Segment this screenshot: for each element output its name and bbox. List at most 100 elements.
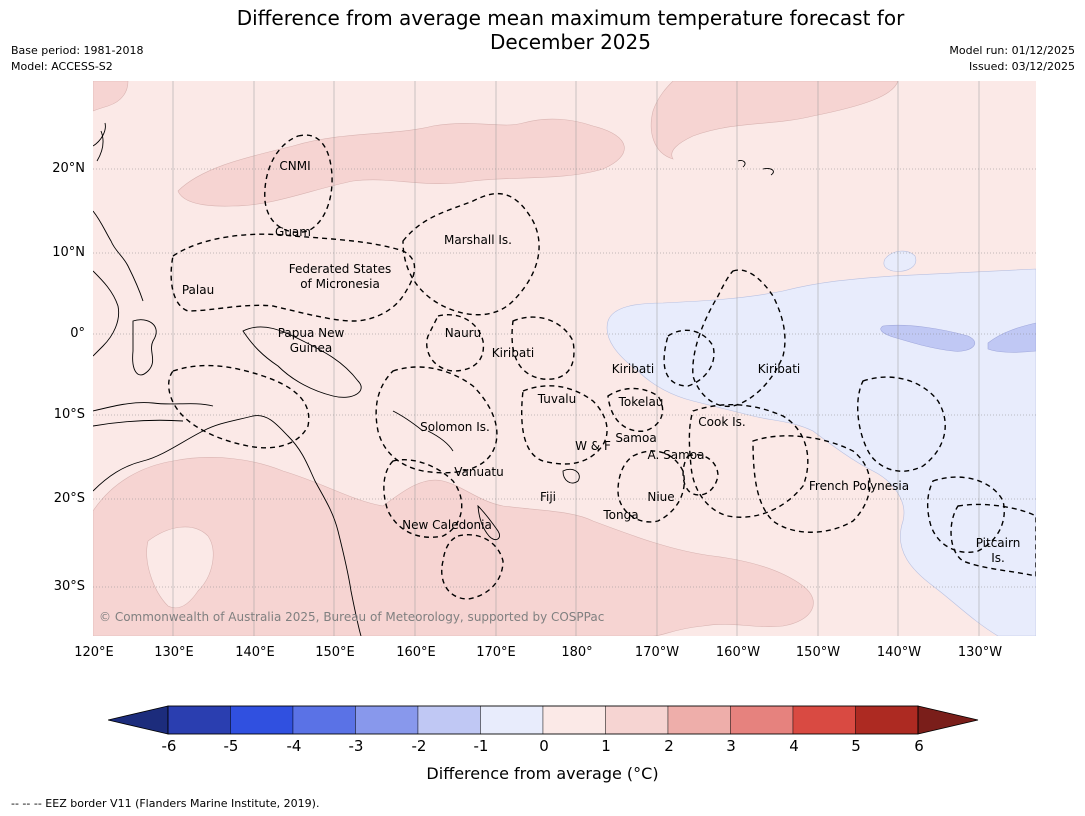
chart-title: Difference from average mean maximum tem… xyxy=(0,6,1085,54)
colorbar-tick: -5 xyxy=(223,737,239,755)
label-tonga: Tonga xyxy=(602,508,638,522)
lon-label-170w: 170°W xyxy=(634,645,680,660)
colorbar-tick: 4 xyxy=(789,737,799,755)
label-guam: Guam xyxy=(275,225,311,239)
label-kiribati-west: Kiribati xyxy=(492,346,534,360)
eez-footnote: -- -- -- EEZ border V11 (Flanders Marine… xyxy=(11,797,320,810)
longitude-gridlines xyxy=(172,81,980,636)
lon-label-160w: 160°W xyxy=(715,645,761,660)
label-palau: Palau xyxy=(182,283,214,297)
colorbar-tick: -4 xyxy=(286,737,302,755)
lat-label-10s: 10°S xyxy=(53,407,85,422)
label-pitcairn-1: Pitcairn xyxy=(976,536,1021,550)
lat-label-30s: 30°S xyxy=(53,579,85,594)
colorbar-swatch xyxy=(230,705,294,735)
label-cnmi: CNMI xyxy=(279,159,310,173)
label-tuvalu: Tuvalu xyxy=(537,392,577,406)
region-labels: CNMI Guam Marshall Is. Federated States … xyxy=(182,159,1020,565)
label-fsm-2: of Micronesia xyxy=(300,277,380,291)
colorbar-tick: 5 xyxy=(851,737,861,755)
colorbar-swatch xyxy=(355,705,419,735)
colorbar-tick: -2 xyxy=(411,737,427,755)
anomaly-1-2-northeast xyxy=(650,81,899,160)
label-tokelau: Tokelau xyxy=(618,395,664,409)
label-kiribati-east: Kiribati xyxy=(758,362,800,376)
lat-label-20s: 20°S xyxy=(53,491,85,506)
anomaly-neg1-0-east xyxy=(606,268,1036,636)
colorbar-tick: 0 xyxy=(539,737,549,755)
label-png-2: Guinea xyxy=(290,341,333,355)
label-fsm-1: Federated States xyxy=(289,262,391,276)
map-svg: CNMI Guam Marshall Is. Federated States … xyxy=(93,81,1036,636)
label-french-polynesia: French Polynesia xyxy=(809,479,909,493)
colorbar-extend-high xyxy=(917,705,979,735)
label-samoa: Samoa xyxy=(615,431,656,445)
colorbar xyxy=(108,705,979,735)
colorbar-swatch xyxy=(855,705,919,735)
colorbar-tick: -1 xyxy=(473,737,489,755)
lon-label-150e: 150°E xyxy=(315,645,355,660)
label-niue: Niue xyxy=(647,490,674,504)
lon-label-140w: 140°W xyxy=(876,645,922,660)
colorbar-swatch xyxy=(730,705,794,735)
label-new-caledonia: New Caledonia xyxy=(402,518,492,532)
map-panel: CNMI Guam Marshall Is. Federated States … xyxy=(93,81,1036,636)
lon-label-170e: 170°E xyxy=(476,645,516,660)
title-line-1: Difference from average mean maximum tem… xyxy=(236,6,905,30)
colorbar-tick: 1 xyxy=(601,737,611,755)
anomaly-0-1-patch xyxy=(146,526,214,609)
colorbar-swatch xyxy=(542,705,606,735)
label-cook: Cook Is. xyxy=(698,415,745,429)
label-png-1: Papua New xyxy=(278,326,345,340)
lon-label-150w: 150°W xyxy=(795,645,841,660)
anomaly-neg2-neg1-b xyxy=(987,322,1036,353)
label-nauru: Nauru xyxy=(445,326,481,340)
meta-right: Model run: 01/12/2025 Issued: 03/12/2025 xyxy=(949,43,1075,75)
label-american-samoa: A. Samoa xyxy=(648,448,705,462)
title-line-2: December 2025 xyxy=(490,30,651,54)
issued-date: Issued: 03/12/2025 xyxy=(968,60,1075,73)
colorbar-swatches xyxy=(108,705,979,735)
eez-borders xyxy=(167,134,1036,600)
label-fiji: Fiji xyxy=(540,490,556,504)
coastlines xyxy=(93,122,774,636)
anomaly-1-2-north-band xyxy=(177,118,625,207)
meta-left: Base period: 1981-2018 Model: ACCESS-S2 xyxy=(11,43,143,75)
colorbar-tick: 2 xyxy=(664,737,674,755)
lon-label-130w: 130°W xyxy=(957,645,1003,660)
anomaly-1-2-northwest xyxy=(93,81,129,112)
lon-label-160e: 160°E xyxy=(396,645,436,660)
model-name: Model: ACCESS-S2 xyxy=(11,60,113,73)
label-pitcairn-2: Is. xyxy=(991,551,1005,565)
colorbar-tick: -3 xyxy=(348,737,364,755)
label-kiribati-central: Kiribati xyxy=(612,362,654,376)
label-vanuatu: Vanuatu xyxy=(454,465,504,479)
colorbar-tick: 6 xyxy=(914,737,924,755)
base-period: Base period: 1981-2018 xyxy=(11,44,144,57)
lat-label-10n: 10°N xyxy=(52,245,85,260)
colorbar-tick: -6 xyxy=(161,737,177,755)
colorbar-frame xyxy=(167,705,919,735)
colorbar-swatch xyxy=(667,705,731,735)
colorbar-swatch xyxy=(605,705,669,735)
colorbar-swatch xyxy=(292,705,356,735)
lat-label-0: 0° xyxy=(70,326,85,341)
lat-label-20n: 20°N xyxy=(52,161,85,176)
copyright-notice: © Commonwealth of Australia 2025, Bureau… xyxy=(99,610,605,624)
lon-label-120e: 120°E xyxy=(74,645,114,660)
label-solomon: Solomon Is. xyxy=(420,420,490,434)
colorbar-swatch xyxy=(167,705,231,735)
anomaly-1-2-australia xyxy=(93,457,814,636)
colorbar-swatch xyxy=(417,705,481,735)
latitude-gridlines xyxy=(93,168,1036,588)
lon-label-140e: 140°E xyxy=(235,645,275,660)
colorbar-swatch xyxy=(792,705,856,735)
lon-label-130e: 130°E xyxy=(154,645,194,660)
anomaly-0-1-blob xyxy=(883,250,917,272)
colorbar-extend-low xyxy=(108,705,169,735)
colorbar-swatch xyxy=(480,705,544,735)
label-wallis-futuna: W & F xyxy=(575,439,611,453)
label-marshall: Marshall Is. xyxy=(444,233,512,247)
colorbar-tick: 3 xyxy=(726,737,736,755)
lon-label-180: 180° xyxy=(561,645,593,660)
